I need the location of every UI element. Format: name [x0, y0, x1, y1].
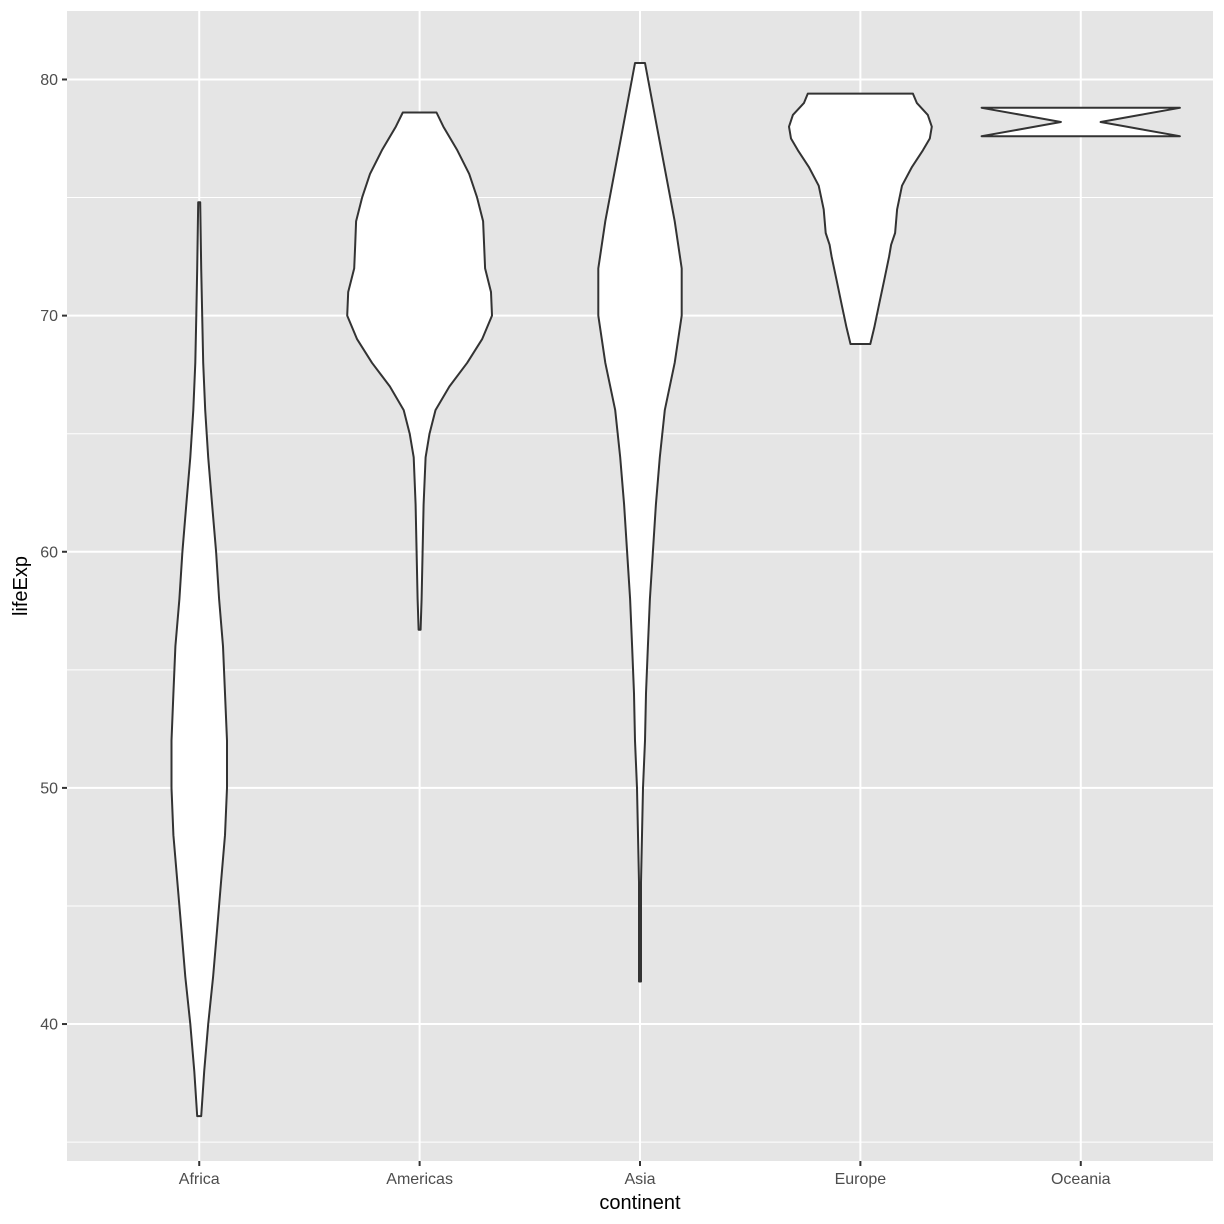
y-tick-label: 80: [40, 72, 58, 89]
x-tick-label: Europe: [835, 1171, 887, 1188]
x-tick-label: Oceania: [1051, 1171, 1111, 1188]
y-tick-label: 50: [40, 780, 58, 797]
violin-asia: [597, 62, 683, 983]
x-tick-label: Americas: [386, 1171, 453, 1188]
violins: [170, 62, 1181, 1118]
violin-africa: [170, 201, 228, 1118]
violin-americas: [346, 111, 493, 631]
y-axis: 40 50 60 70 80: [40, 72, 67, 1034]
x-axis-title: continent: [599, 1192, 681, 1214]
y-tick-label: 40: [40, 1017, 58, 1034]
violin-europe: [788, 92, 933, 345]
x-tick-label: Africa: [179, 1171, 220, 1188]
y-tick-label: 60: [40, 544, 58, 561]
y-axis-title: lifeExp: [10, 556, 32, 616]
violin-oceania: [980, 106, 1181, 138]
x-tick-label: Asia: [624, 1171, 655, 1188]
x-axis: Africa Americas Asia Europe Oceania: [179, 1161, 1111, 1188]
y-tick-label: 70: [40, 308, 58, 325]
